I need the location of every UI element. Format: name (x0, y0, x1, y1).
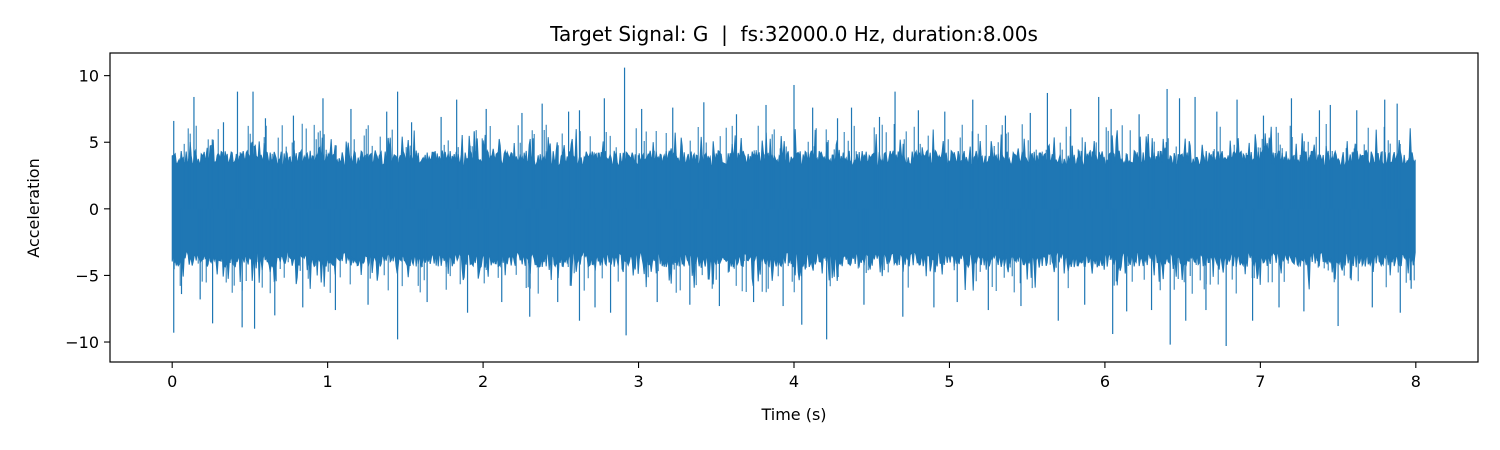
y-tick-label: 10 (79, 67, 99, 86)
signal-series (171, 67, 1416, 347)
y-axis-label: Acceleration (24, 158, 43, 257)
x-tick-label: 4 (789, 372, 799, 391)
x-tick-label: 5 (944, 372, 954, 391)
y-tick-label: −5 (75, 266, 99, 285)
x-tick-label: 7 (1255, 372, 1265, 391)
x-tick-label: 3 (633, 372, 643, 391)
y-tick-label: −10 (65, 333, 99, 352)
y-tick-label: 0 (89, 200, 99, 219)
x-axis-label: Time (s) (760, 405, 826, 424)
x-tick-label: 8 (1411, 372, 1421, 391)
x-tick-label: 1 (323, 372, 333, 391)
chart-title: Target Signal: G | fs:32000.0 Hz, durati… (549, 22, 1038, 46)
x-axis: 0 1 2 3 4 5 6 7 8 (167, 362, 1421, 391)
y-axis: −10 −5 0 5 10 (65, 67, 110, 352)
x-tick-label: 0 (167, 372, 177, 391)
x-tick-label: 6 (1100, 372, 1110, 391)
y-tick-label: 5 (89, 133, 99, 152)
x-tick-label: 2 (478, 372, 488, 391)
